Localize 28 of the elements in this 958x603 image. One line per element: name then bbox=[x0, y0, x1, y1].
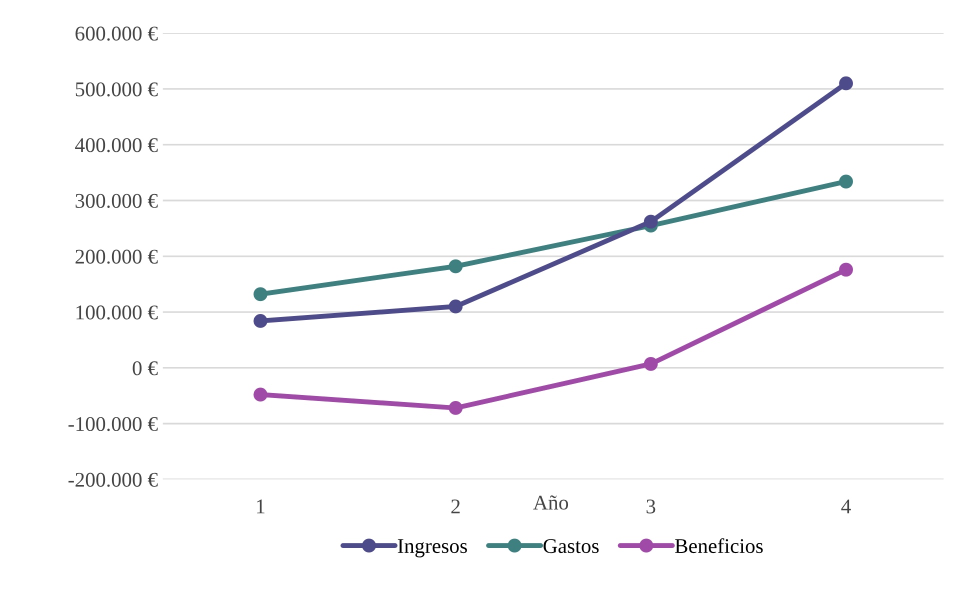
y-tick-label: 600.000 € bbox=[76, 26, 158, 41]
point bbox=[839, 262, 853, 277]
y-tick-label: 100.000 € bbox=[76, 305, 158, 320]
point bbox=[254, 314, 268, 328]
y-tick-label: 500.000 € bbox=[76, 82, 158, 96]
x-tick-label: 3 bbox=[646, 499, 656, 514]
x-tick-label: 4 bbox=[841, 500, 851, 514]
point bbox=[448, 401, 463, 415]
y-tick-label: -100.000 € bbox=[68, 416, 158, 432]
y-tick-label: 0 € bbox=[132, 361, 158, 376]
point bbox=[448, 259, 463, 274]
point bbox=[644, 214, 658, 229]
point bbox=[254, 287, 268, 302]
point bbox=[644, 356, 658, 371]
y-tick-label: -200.000 € bbox=[68, 472, 158, 487]
x-tick-label: 1 bbox=[257, 500, 264, 514]
legend-label: Gastos bbox=[544, 539, 599, 554]
y-tick-label: 300.000 € bbox=[76, 194, 158, 208]
y-tick-label: 400.000 € bbox=[75, 138, 158, 152]
legend-label: Ingresos bbox=[398, 539, 467, 558]
y-tick-label: 200.000 € bbox=[76, 250, 158, 264]
point bbox=[254, 388, 268, 402]
point bbox=[839, 76, 853, 90]
legend-label: Beneficios bbox=[675, 538, 763, 554]
x-axis-title: Año bbox=[533, 495, 568, 510]
point bbox=[448, 300, 463, 314]
x-tick-label: 2 bbox=[451, 499, 460, 514]
point bbox=[839, 174, 853, 188]
